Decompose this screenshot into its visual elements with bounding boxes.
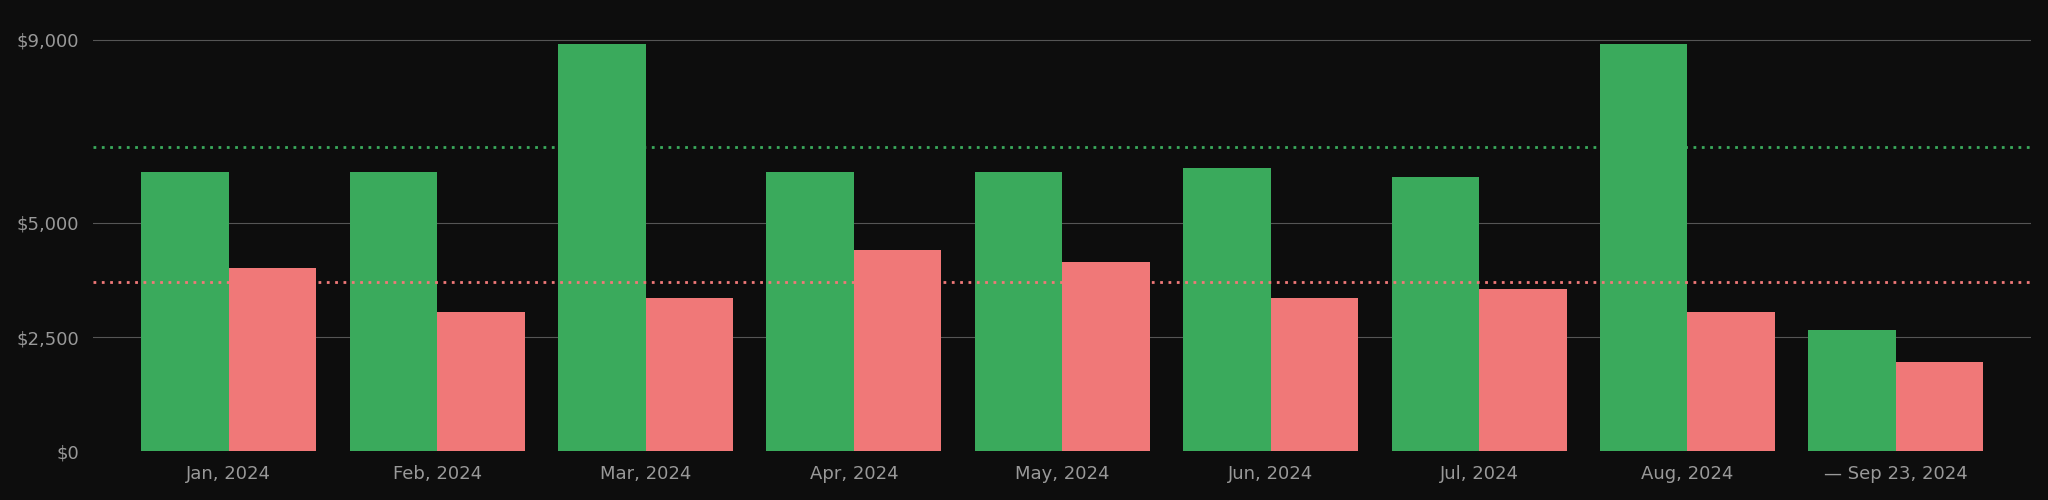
- Bar: [766, 172, 854, 452]
- Bar: [1479, 289, 1567, 452]
- Bar: [975, 172, 1063, 452]
- Bar: [1270, 298, 1358, 452]
- Bar: [1063, 262, 1149, 452]
- Bar: [1599, 44, 1688, 452]
- Bar: [1808, 330, 1896, 452]
- Bar: [645, 298, 733, 452]
- Bar: [1896, 362, 1982, 452]
- Bar: [229, 268, 315, 452]
- Bar: [436, 312, 524, 452]
- Bar: [557, 44, 645, 452]
- Bar: [1184, 168, 1270, 452]
- Bar: [854, 250, 942, 452]
- Bar: [141, 172, 229, 452]
- Bar: [1391, 177, 1479, 452]
- Bar: [350, 172, 436, 452]
- Bar: [1688, 312, 1776, 452]
